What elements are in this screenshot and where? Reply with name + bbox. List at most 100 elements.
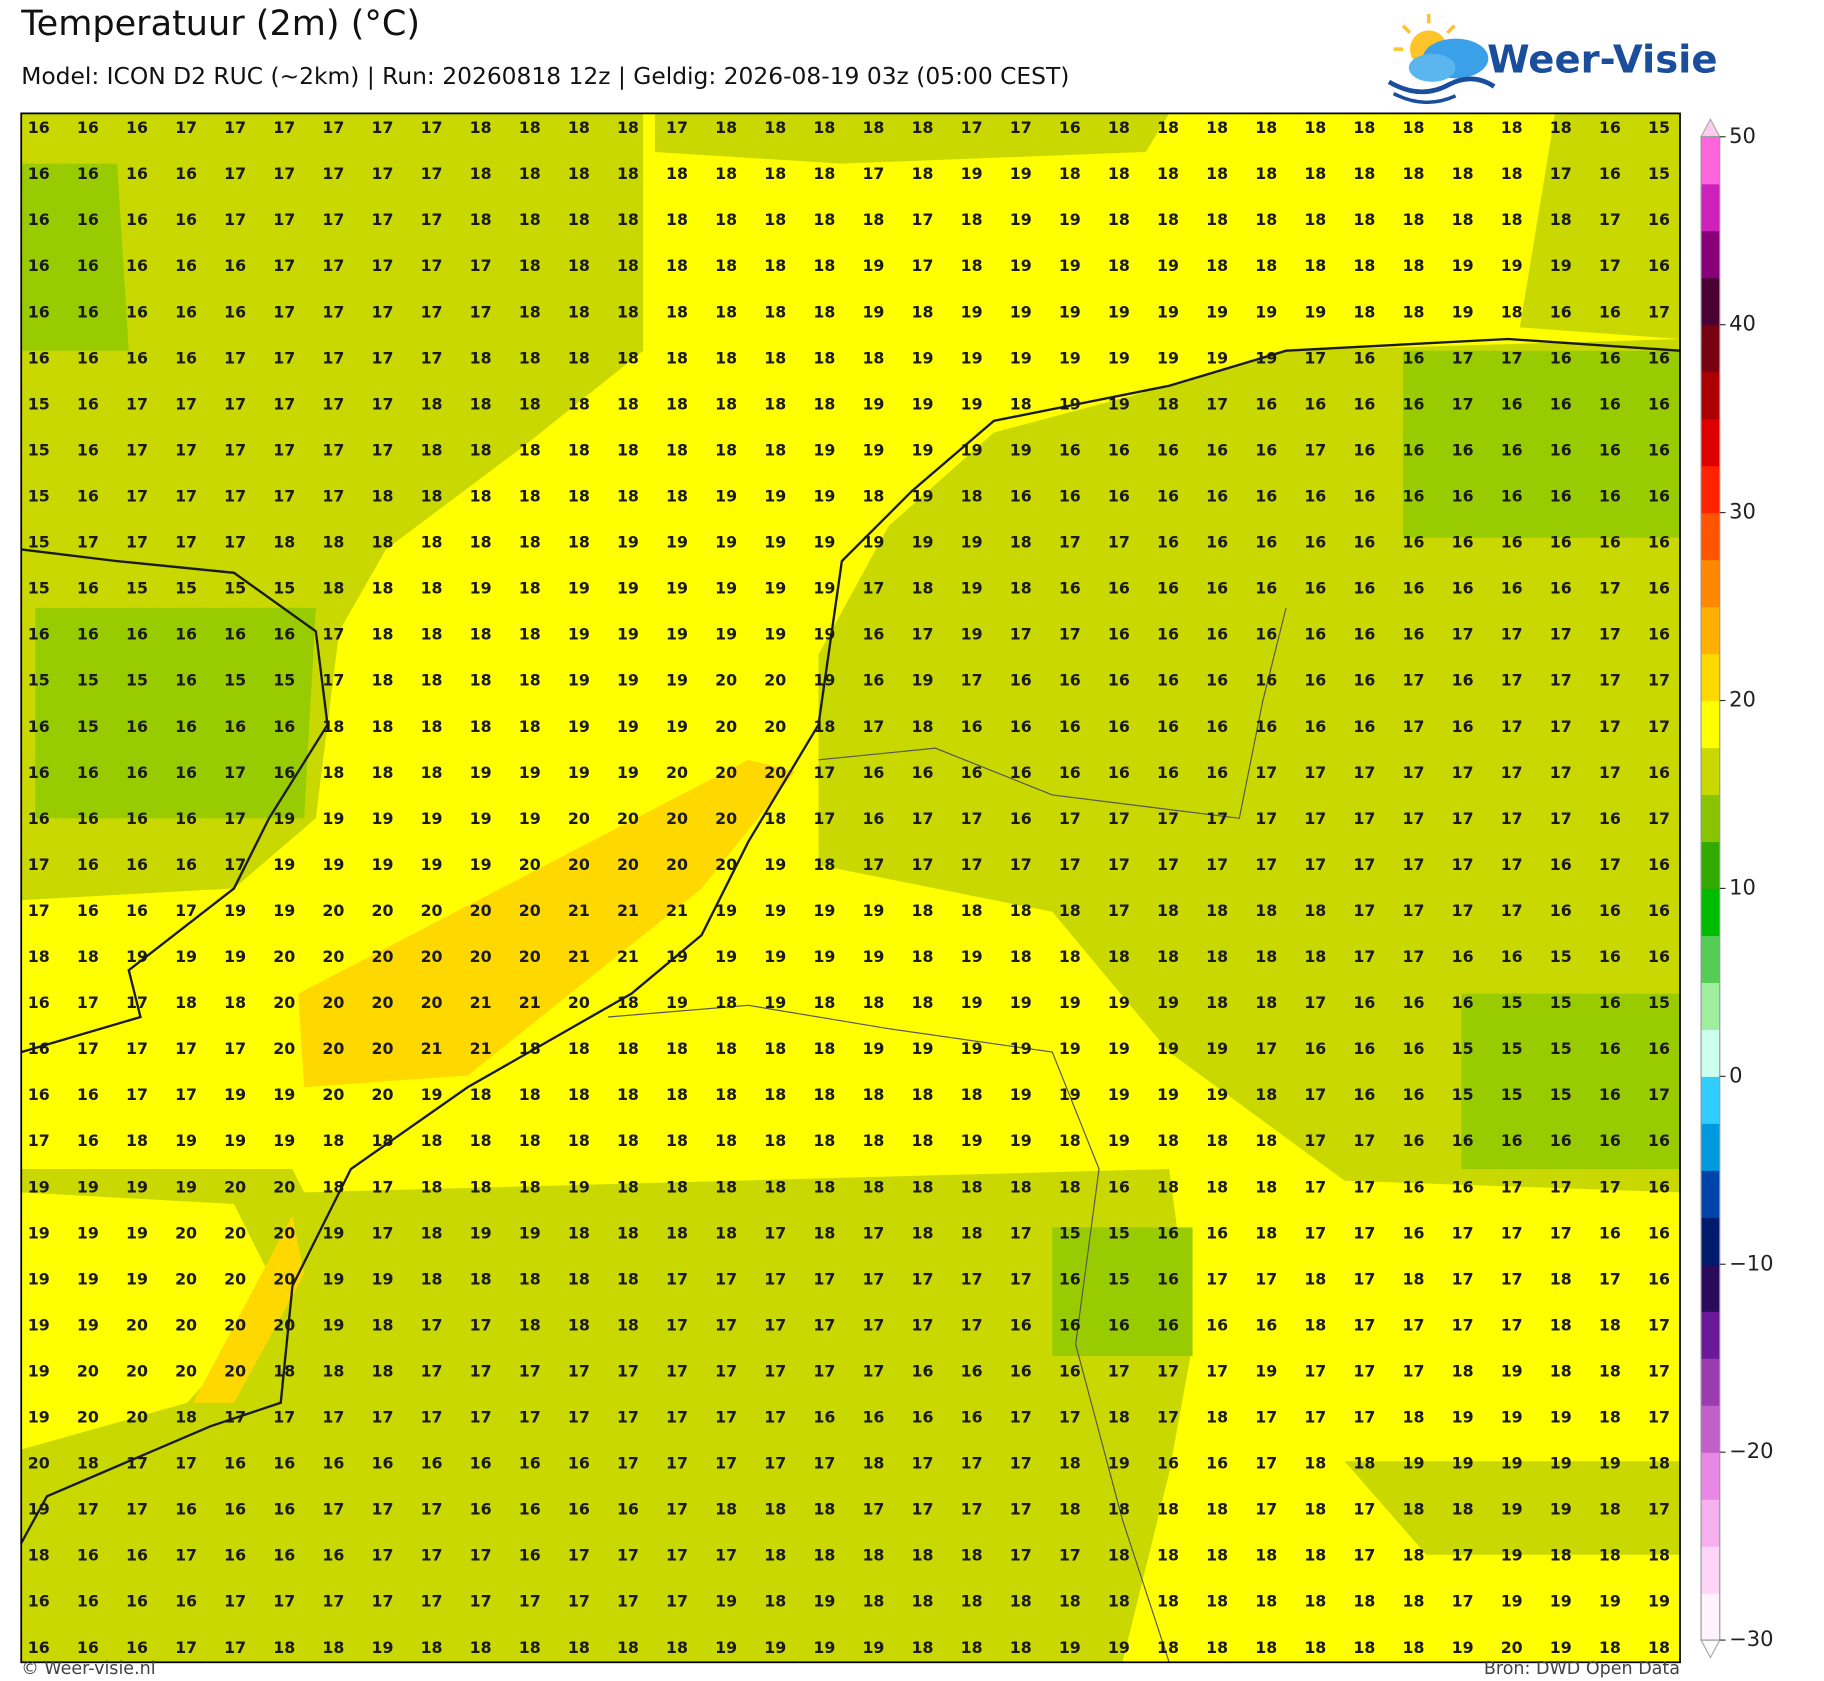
temperature-value: 16 — [1550, 855, 1572, 874]
temperature-value: 16 — [28, 763, 50, 782]
temperature-value: 17 — [224, 1638, 246, 1657]
temperature-value: 17 — [1403, 717, 1425, 736]
temperature-value: 20 — [421, 901, 443, 920]
temperature-value: 16 — [1403, 1085, 1425, 1104]
temperature-value: 18 — [1255, 1085, 1277, 1104]
temperature-value: 17 — [1206, 855, 1228, 874]
temperature-value: 19 — [77, 1315, 99, 1334]
logo-icon — [1387, 14, 1496, 105]
temperature-value: 17 — [224, 533, 246, 552]
temperature-value: 21 — [617, 947, 639, 966]
temperature-value: 17 — [322, 671, 344, 690]
temperature-value: 16 — [1304, 486, 1326, 505]
temperature-value: 18 — [1550, 118, 1572, 137]
temperature-value: 19 — [961, 302, 983, 321]
temperature-value: 17 — [862, 579, 884, 598]
temperature-value: 18 — [519, 256, 541, 275]
temperature-value: 17 — [617, 1546, 639, 1565]
temperature-value: 20 — [175, 1315, 197, 1334]
temperature-value: 16 — [1353, 1085, 1375, 1104]
temperature-value: 18 — [912, 1131, 934, 1150]
temperature-value: 17 — [224, 1408, 246, 1427]
temperature-value: 18 — [1059, 1177, 1081, 1196]
colorbar-swatch — [1701, 559, 1720, 608]
temperature-value: 16 — [126, 763, 148, 782]
temperature-value: 17 — [1353, 763, 1375, 782]
temperature-value: 16 — [77, 1085, 99, 1104]
temperature-value: 18 — [764, 1500, 786, 1519]
temperature-value: 19 — [1599, 1592, 1621, 1611]
temperature-value: 17 — [1599, 1177, 1621, 1196]
temperature-value: 17 — [1353, 1177, 1375, 1196]
temperature-value: 19 — [519, 1223, 541, 1242]
temperature-value: 17 — [715, 1315, 737, 1334]
temperature-value: 16 — [568, 1500, 590, 1519]
temperature-value: 18 — [715, 302, 737, 321]
temperature-value: 20 — [322, 901, 344, 920]
temperature-value: 17 — [1501, 671, 1523, 690]
temperature-value: 17 — [1255, 1408, 1277, 1427]
temperature-value: 16 — [322, 1454, 344, 1473]
temperature-value: 17 — [224, 164, 246, 183]
temperature-value: 18 — [1255, 1177, 1277, 1196]
temperature-value: 18 — [1403, 256, 1425, 275]
temperature-value: 17 — [1501, 1315, 1523, 1334]
temperature-value: 18 — [764, 302, 786, 321]
temperature-value: 16 — [1599, 901, 1621, 920]
temperature-value: 17 — [175, 118, 197, 137]
temperature-value: 16 — [175, 1500, 197, 1519]
temperature-value: 16 — [126, 717, 148, 736]
temperature-value: 20 — [273, 1315, 295, 1334]
temperature-value: 19 — [470, 855, 492, 874]
temperature-value: 19 — [77, 1177, 99, 1196]
temperature-value: 19 — [961, 947, 983, 966]
temperature-value: 18 — [764, 1546, 786, 1565]
temperature-value: 19 — [764, 533, 786, 552]
temperature-value: 19 — [1059, 348, 1081, 367]
temperature-value: 16 — [1403, 579, 1425, 598]
temperature-value: 15 — [1648, 118, 1670, 137]
temperature-value: 16 — [126, 118, 148, 137]
temperature-value: 18 — [1010, 394, 1032, 413]
temperature-value: 17 — [1452, 394, 1474, 413]
temperature-value: 18 — [322, 1177, 344, 1196]
temperature-value: 17 — [1648, 1085, 1670, 1104]
temperature-value: 16 — [28, 210, 50, 229]
temperature-value: 17 — [175, 394, 197, 413]
temperature-value: 18 — [1108, 256, 1130, 275]
temperature-value: 16 — [1452, 440, 1474, 459]
temperature-value: 17 — [371, 164, 393, 183]
temperature-value: 16 — [175, 809, 197, 828]
temperature-value: 18 — [764, 440, 786, 459]
temperature-value: 18 — [1255, 1546, 1277, 1565]
temperature-value: 17 — [1304, 855, 1326, 874]
temperature-value: 17 — [1599, 671, 1621, 690]
temperature-value: 17 — [666, 1454, 688, 1473]
temperature-value: 19 — [715, 1592, 737, 1611]
temperature-value: 16 — [1108, 763, 1130, 782]
temperature-value: 18 — [1599, 1361, 1621, 1380]
temperature-value: 19 — [568, 579, 590, 598]
temperature-value: 18 — [862, 993, 884, 1012]
temperature-value: 18 — [862, 118, 884, 137]
temperature-value: 16 — [1108, 579, 1130, 598]
temperature-value: 17 — [1255, 1269, 1277, 1288]
temperature-value: 16 — [862, 671, 884, 690]
temperature-value: 18 — [1255, 256, 1277, 275]
temperature-value: 18 — [912, 993, 934, 1012]
temperature-value: 16 — [1403, 1177, 1425, 1196]
temperature-value: 18 — [470, 717, 492, 736]
temperature-value: 18 — [1255, 164, 1277, 183]
temperature-value: 17 — [912, 625, 934, 644]
temperature-value: 18 — [421, 579, 443, 598]
temperature-value: 17 — [421, 164, 443, 183]
temperature-value: 17 — [1255, 1039, 1277, 1058]
temperature-value: 18 — [1353, 1592, 1375, 1611]
colorbar-swatch — [1701, 700, 1720, 749]
temperature-value: 17 — [961, 671, 983, 690]
temperature-value: 18 — [1157, 1592, 1179, 1611]
temperature-value: 19 — [912, 440, 934, 459]
temperature-value: 16 — [1353, 671, 1375, 690]
temperature-value: 17 — [1255, 763, 1277, 782]
temperature-value: 16 — [1353, 993, 1375, 1012]
